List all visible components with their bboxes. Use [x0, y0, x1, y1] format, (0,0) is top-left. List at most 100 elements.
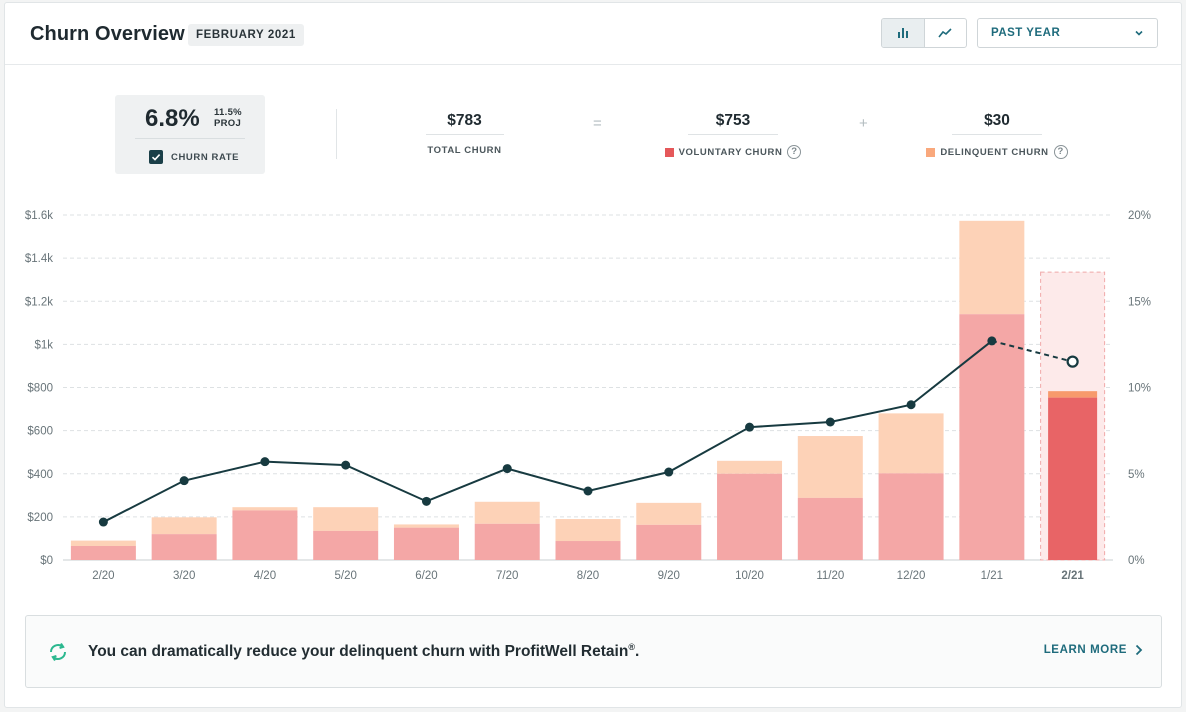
refresh-icon — [50, 642, 66, 662]
date-range-value: PAST YEAR — [991, 27, 1061, 39]
voluntary-bar — [959, 314, 1025, 560]
churn-rate-point — [98, 517, 108, 527]
y-tick-left: $1.6k — [25, 210, 53, 222]
plus-sign: + — [859, 115, 868, 132]
delinquent-bar — [474, 501, 540, 524]
churn-rate-point — [987, 336, 997, 346]
total-churn-label: TOTAL CHURN — [427, 145, 502, 156]
delinquent-bar — [555, 519, 621, 542]
banner-text: You can dramatically reduce your delinqu… — [88, 643, 629, 661]
voluntary-bar — [70, 545, 136, 560]
voluntary-bar — [878, 473, 944, 560]
y-tick-right: 15% — [1128, 296, 1151, 308]
date-range-select[interactable]: PAST YEAR — [977, 18, 1158, 48]
delinquent-churn-kpi: $30 DELINQUENT CHURN ? — [917, 109, 1077, 159]
chevron-right-icon — [1135, 644, 1143, 656]
delinquent-bar — [313, 507, 379, 531]
delinquent-bar — [1048, 391, 1098, 398]
banner-message: You can dramatically reduce your delinqu… — [88, 642, 639, 661]
line-view-button[interactable] — [925, 19, 967, 47]
voluntary-bar — [717, 473, 783, 560]
projected-rate-point — [1066, 355, 1079, 368]
voluntary-bar — [474, 523, 540, 560]
churn-rate-checkbox[interactable] — [149, 150, 163, 164]
y-tick-left: $0 — [40, 555, 53, 567]
y-tick-left: $400 — [27, 469, 53, 481]
churn-rate-point — [179, 476, 189, 486]
churn-rate-point — [502, 464, 512, 474]
churn-rate-value: 6.8% — [145, 105, 200, 132]
divider — [336, 109, 337, 159]
learn-more-label: LEARN MORE — [1043, 644, 1127, 656]
x-tick-label: 12/20 — [897, 570, 926, 582]
x-tick-label: 7/20 — [496, 570, 518, 582]
x-tick-label: 1/21 — [981, 570, 1003, 582]
x-tick-label: 11/20 — [816, 570, 844, 582]
chevron-down-icon — [1135, 30, 1143, 36]
churn-rate-line — [102, 340, 993, 523]
y-tick-right: 0% — [1128, 555, 1145, 567]
delinquent-bar — [70, 540, 136, 546]
voluntary-bar — [1048, 397, 1098, 560]
x-tick-label: 2/20 — [92, 570, 114, 582]
voluntary-swatch — [664, 147, 674, 157]
bar-view-button[interactable] — [882, 19, 925, 47]
churn-overview-card: Churn Overview FEBRUARY 2021 PAST YEAR 6… — [4, 2, 1182, 708]
delinquent-bar — [878, 413, 944, 474]
churn-rate-point — [341, 460, 351, 470]
voluntary-bar — [151, 534, 217, 560]
bar-chart-icon — [897, 28, 908, 38]
projected-rate-line — [991, 339, 1073, 363]
learn-more-link[interactable]: LEARN MORE — [1044, 644, 1143, 656]
churn-rate-point — [664, 467, 674, 477]
delinquent-bar — [393, 524, 459, 528]
x-tick-label: 5/20 — [334, 570, 356, 582]
card-header: Churn Overview FEBRUARY 2021 PAST YEAR — [5, 3, 1181, 65]
period-badge: FEBRUARY 2021 — [188, 24, 304, 46]
projected-rate: 11.5% PROJ — [214, 107, 242, 129]
delinquent-churn-label: DELINQUENT CHURN — [940, 146, 1049, 158]
voluntary-bar — [232, 510, 298, 560]
churn-chart: $0 $200 $400 $600 $800 $1k $1.2k $1.4k $1.6k 0% 5%… — [25, 210, 1151, 582]
y-tick-right: 10% — [1128, 383, 1151, 395]
help-icon[interactable]: ? — [1053, 145, 1068, 159]
page-title: Churn Overview — [30, 23, 185, 45]
banner-period: . — [634, 643, 640, 661]
x-tick-label: 10/20 — [735, 570, 764, 582]
churn-rate-point — [583, 486, 593, 496]
x-tick-label: 2/21 — [1061, 570, 1084, 582]
voluntary-bar — [636, 524, 702, 560]
y-tick-left: $200 — [27, 512, 53, 524]
checkmark-icon — [151, 154, 161, 161]
equals-sign: = — [593, 115, 602, 132]
delinquent-bar — [717, 460, 783, 474]
churn-rate-point — [745, 422, 755, 432]
delinquent-bar — [959, 220, 1025, 315]
churn-rate-label: CHURN RATE — [171, 152, 240, 163]
voluntary-bar — [313, 530, 379, 560]
line-chart-icon — [938, 28, 952, 38]
voluntary-bar — [393, 527, 459, 560]
churn-rate-point — [260, 457, 270, 467]
delinquent-bar — [636, 502, 702, 525]
x-tick-label: 9/20 — [658, 570, 680, 582]
y-tick-left: $800 — [27, 383, 53, 395]
registered-mark: ® — [628, 642, 635, 652]
delinquent-swatch — [926, 147, 936, 157]
voluntary-bar — [797, 497, 863, 560]
churn-rate-box: 6.8% 11.5% PROJ CHURN RATE — [115, 95, 265, 174]
y-tick-left: $1.2k — [25, 296, 53, 308]
delinquent-bar — [232, 507, 298, 511]
divider — [135, 138, 245, 139]
y-tick-left: $1.4k — [25, 253, 53, 265]
retain-banner: You can dramatically reduce your delinqu… — [25, 615, 1162, 688]
help-icon[interactable]: ? — [787, 145, 802, 159]
voluntary-churn-label: VOLUNTARY CHURN — [678, 146, 783, 158]
x-tick-label: 4/20 — [254, 570, 276, 582]
y-tick-right: 5% — [1128, 469, 1145, 481]
delinquent-bar — [797, 436, 863, 498]
churn-rate-point — [421, 496, 431, 506]
delinquent-churn-value: $30 — [952, 109, 1042, 135]
projected-rate-label: PROJ — [214, 118, 242, 129]
y-tick-left: $1k — [34, 339, 53, 351]
